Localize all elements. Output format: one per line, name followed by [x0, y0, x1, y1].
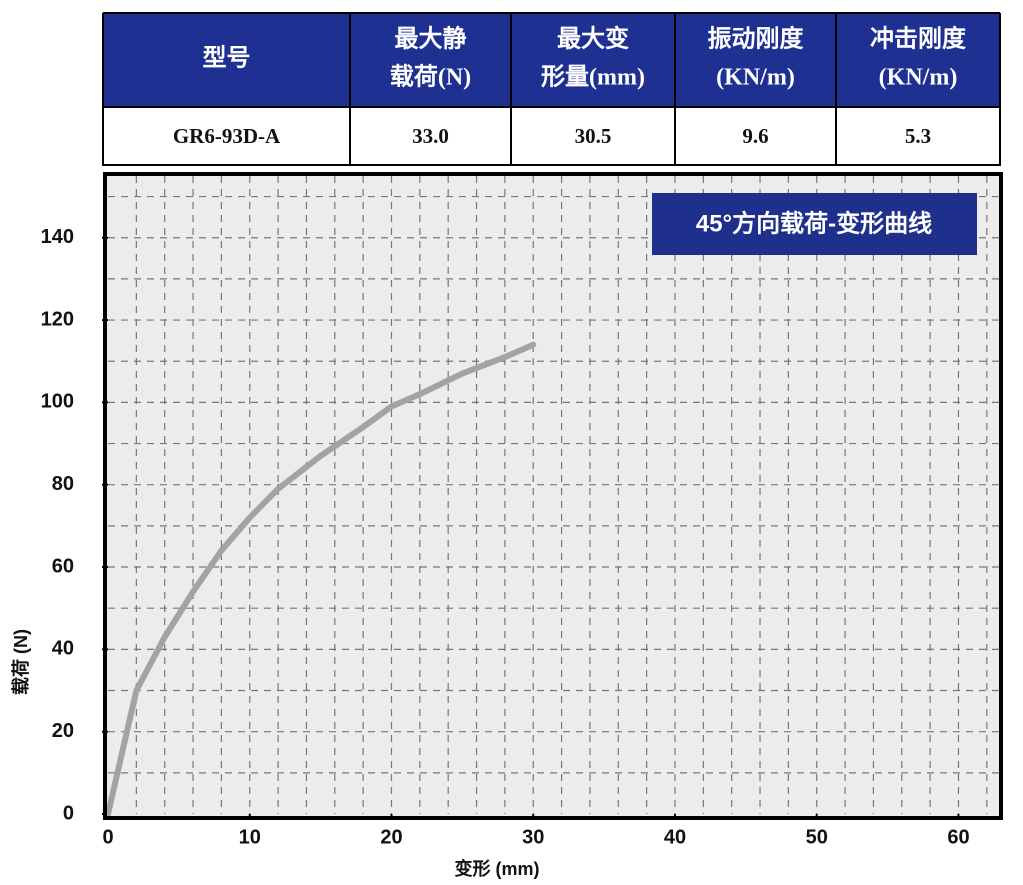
chart-title: 45°方向载荷-变形曲线 — [696, 209, 932, 237]
table-cell: 33.0 — [412, 124, 449, 148]
y-tick-label: 140 — [41, 226, 74, 248]
x-tick-label: 60 — [947, 826, 969, 848]
x-tick-label: 10 — [239, 826, 261, 848]
x-axis-label: 变形 (mm) — [455, 858, 540, 879]
table-cell: 30.5 — [575, 124, 612, 148]
plot-background — [105, 174, 1001, 818]
load-curve — [105, 341, 537, 817]
x-tick-label: 0 — [102, 826, 113, 848]
y-tick-label: 40 — [52, 638, 74, 660]
header-cell: 形量(mm) — [541, 64, 645, 91]
y-tick-label: 100 — [41, 391, 74, 413]
header-cell: 最大变 — [557, 25, 629, 53]
x-tick-label: 50 — [806, 826, 828, 848]
plot — [102, 176, 1001, 820]
row-background — [102, 106, 1001, 166]
header-cell: (KN/m) — [879, 65, 958, 91]
y-tick-label: 0 — [63, 802, 74, 824]
header-cell: 振动刚度 — [708, 25, 805, 53]
y-tick-label: 20 — [52, 720, 74, 742]
title-box — [652, 193, 977, 255]
header-cell: 载荷(N) — [390, 64, 471, 91]
table-cell: GR6-93D-A — [173, 124, 281, 148]
x-tick-label: 30 — [522, 826, 544, 848]
y-axis-label: 载荷 (N) — [10, 629, 31, 695]
header-cell: (KN/m) — [716, 65, 795, 91]
table-cell: 9.6 — [742, 124, 768, 148]
header-background — [103, 13, 1000, 107]
x-tick-label: 20 — [380, 826, 402, 848]
header-cell: 型号 — [203, 45, 251, 72]
header-cell: 最大静 — [395, 26, 467, 53]
y-tick-label: 60 — [52, 555, 74, 577]
x-tick-label: 40 — [664, 826, 686, 848]
header-cell: 冲击刚度 — [870, 25, 967, 53]
y-tick-label: 80 — [52, 473, 74, 495]
y-tick-label: 120 — [41, 308, 74, 330]
table-cell: 5.3 — [905, 124, 931, 148]
plot-frame — [103, 172, 1003, 820]
